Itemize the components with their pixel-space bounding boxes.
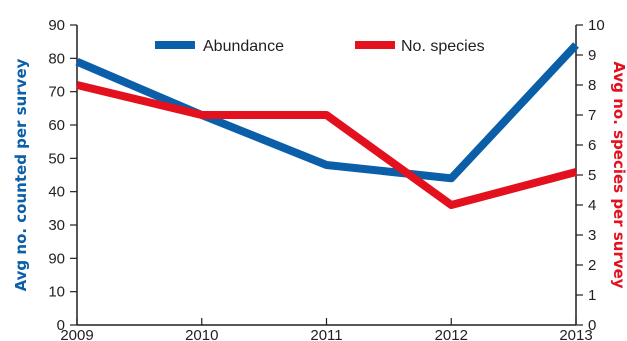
legend-label-no-species: No. species [401,38,485,55]
y-left-tick-label: 90 [48,250,65,267]
y-right-tick-label: 5 [588,167,596,184]
y-left-tick-label: 40 [48,184,65,201]
series-line-abundance [75,42,579,183]
y-right-tick-label: 0 [588,317,596,334]
x-ticks: 2009 2010 2011 2012 2013 [60,318,593,341]
y-right-tick-label: 4 [588,197,596,214]
y-right-tick-label: 3 [588,227,596,244]
x-tick-label: 2010 [185,327,218,341]
y-right-axis-title: Avg no. species per survey [610,61,627,288]
x-tick-label: 2013 [559,327,592,341]
y-right-tick-label: 9 [588,47,596,64]
y-left-ticks: 0 10 90 30 40 50 60 70 80 90 [48,17,77,334]
x-tick-label: 2012 [435,327,468,341]
y-left-tick-label: 90 [48,17,65,34]
series-line-no-species [76,81,578,209]
x-tick-label: 2009 [60,327,93,341]
x-tick-label: 2011 [310,327,342,341]
series-layer [75,42,579,209]
legend-label-abundance: Abundance [203,38,284,55]
legend: Abundance No. species [155,38,485,55]
y-right-tick-label: 7 [588,107,596,124]
y-left-axis-title: Avg no. counted per survey [12,58,30,291]
y-left-tick-label: 10 [48,284,65,301]
y-right-tick-label: 10 [588,17,605,34]
y-left-tick-label: 70 [48,84,65,101]
y-left-tick-label: 30 [48,217,65,234]
y-right-tick-label: 2 [588,257,596,274]
y-right-tick-label: 8 [588,77,596,94]
y-left-tick-label: 60 [48,117,65,134]
y-right-tick-label: 6 [588,137,596,154]
y-left-tick-label: 0 [57,317,65,334]
y-right-tick-label: 1 [588,287,596,304]
y-left-tick-label: 80 [48,50,65,67]
y-left-tick-label: 50 [48,150,65,167]
y-right-ticks: 0 1 2 3 4 5 6 7 8 9 10 [576,17,605,334]
